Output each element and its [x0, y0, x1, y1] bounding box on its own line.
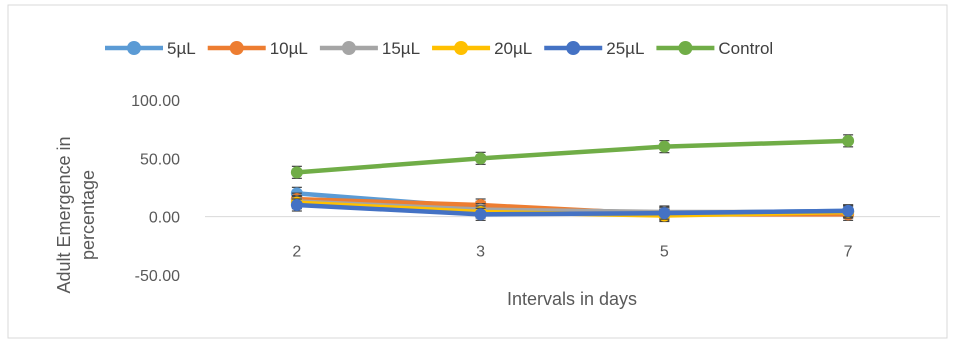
series-4: [290, 198, 855, 221]
legend-swatch-marker: [678, 41, 693, 55]
legend-item: 25µL: [544, 39, 644, 58]
legend-label: Control: [718, 39, 773, 58]
y-tick-label: 0.00: [149, 210, 180, 227]
series-5: [290, 134, 855, 179]
legend-label: 20µL: [494, 39, 532, 58]
data-point: [290, 166, 303, 179]
series-line: [294, 202, 851, 217]
series-line: [294, 138, 851, 175]
legend-item: 10µL: [207, 39, 308, 58]
data-point: [842, 204, 855, 217]
legend-swatch-marker: [454, 41, 469, 55]
x-tick-label: 5: [660, 244, 669, 261]
y-tick-label: -50.00: [135, 268, 180, 285]
legend-swatch-marker: [566, 41, 581, 55]
x-tick-label: 7: [844, 244, 853, 261]
x-axis-title: Intervals in days: [507, 289, 637, 309]
legend-swatch-marker: [127, 41, 141, 55]
y-axis-title-line-1: Adult Emergence in: [54, 136, 74, 293]
legend-label: 5µL: [167, 39, 196, 58]
legend-swatch-marker: [229, 41, 244, 55]
legend-item: 20µL: [432, 39, 532, 58]
y-axis-title-line-2: percentage: [78, 170, 98, 260]
x-tick-label: 3: [476, 244, 485, 261]
data-point: [474, 208, 487, 221]
y-tick-labels: -50.00 0.00 50.00 100.00: [131, 93, 180, 285]
legend-swatch-marker: [341, 41, 356, 55]
y-tick-label: 50.00: [140, 151, 180, 168]
legend: 5µL 10µL 15µL 20µL 25µL Control: [105, 39, 773, 58]
legend-label: 10µL: [270, 39, 308, 58]
legend-label: 25µL: [606, 39, 644, 58]
y-tick-label: 100.00: [131, 93, 180, 110]
data-point: [658, 140, 671, 153]
data-point: [290, 199, 303, 211]
data-point: [842, 134, 855, 147]
data-point: [658, 207, 671, 220]
legend-label: 15µL: [382, 39, 420, 58]
series-group: [290, 134, 855, 223]
x-tick-label: 2: [292, 244, 301, 261]
chart-border: [7, 4, 948, 339]
legend-item: 15µL: [319, 39, 420, 58]
data-point: [474, 152, 487, 165]
legend-item: 5µL: [105, 39, 196, 58]
x-tick-labels: 2 3 5 7: [292, 244, 852, 261]
legend-item: Control: [656, 39, 773, 58]
